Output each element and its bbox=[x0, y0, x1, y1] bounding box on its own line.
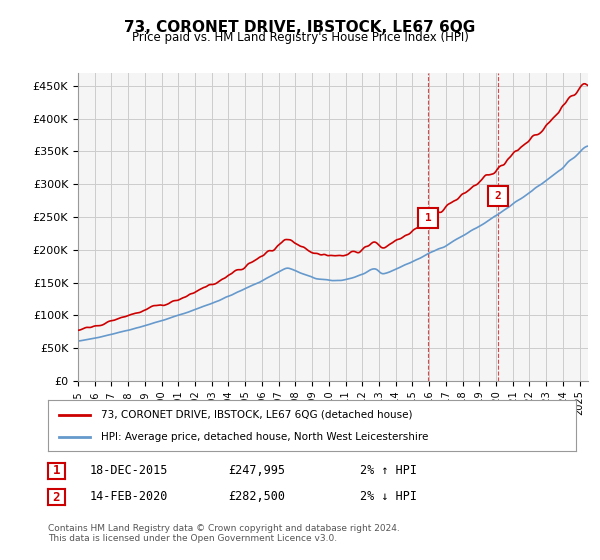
Text: 73, CORONET DRIVE, IBSTOCK, LE67 6QG: 73, CORONET DRIVE, IBSTOCK, LE67 6QG bbox=[124, 20, 476, 35]
Text: 14-FEB-2020: 14-FEB-2020 bbox=[90, 490, 169, 503]
Text: 73, CORONET DRIVE, IBSTOCK, LE67 6QG (detached house): 73, CORONET DRIVE, IBSTOCK, LE67 6QG (de… bbox=[101, 409, 412, 419]
Text: 2: 2 bbox=[494, 190, 502, 200]
Text: Price paid vs. HM Land Registry's House Price Index (HPI): Price paid vs. HM Land Registry's House … bbox=[131, 31, 469, 44]
Text: £282,500: £282,500 bbox=[228, 490, 285, 503]
Text: 2% ↓ HPI: 2% ↓ HPI bbox=[360, 490, 417, 503]
Text: 2: 2 bbox=[53, 491, 60, 504]
Text: HPI: Average price, detached house, North West Leicestershire: HPI: Average price, detached house, Nort… bbox=[101, 432, 428, 442]
Text: Contains HM Land Registry data © Crown copyright and database right 2024.
This d: Contains HM Land Registry data © Crown c… bbox=[48, 524, 400, 543]
Text: 18-DEC-2015: 18-DEC-2015 bbox=[90, 464, 169, 477]
Text: 2% ↑ HPI: 2% ↑ HPI bbox=[360, 464, 417, 477]
Text: £247,995: £247,995 bbox=[228, 464, 285, 477]
Text: 1: 1 bbox=[425, 213, 432, 223]
Text: 1: 1 bbox=[53, 464, 60, 478]
